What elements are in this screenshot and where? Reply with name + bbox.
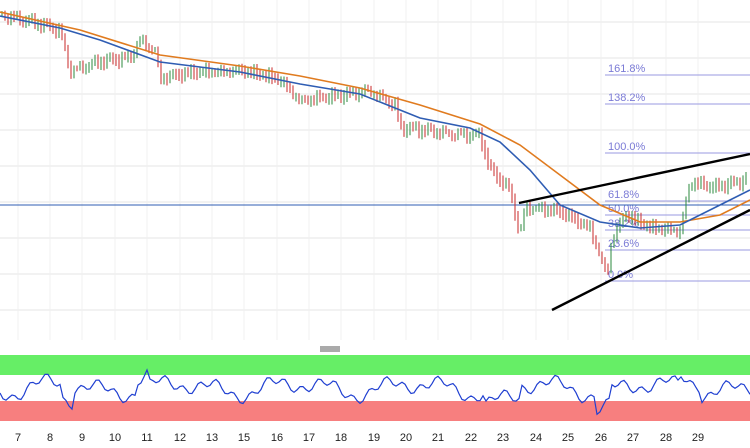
x-tick-label: 12 (174, 432, 186, 444)
x-tick-label: 18 (335, 432, 347, 444)
lower-trend-line (551, 208, 750, 312)
x-tick-label: 10 (109, 432, 121, 444)
fib-level-label: 161.8% (608, 63, 646, 75)
x-axis: 7 8 9 10 11 12 13 15 16 17 18 19 20 21 22 23 24 25 26 27 28 2… (15, 432, 704, 444)
x-tick-label: 7 (15, 432, 21, 444)
fib-level-label: 61.8% (608, 189, 639, 201)
price-panel: 161.8%138.2%100.0%61.8%50.0%38.2%23.6%0.… (0, 0, 750, 340)
x-tick-label: 23 (497, 432, 509, 444)
rsi-oversold-zone (0, 401, 750, 421)
slow-moving-average (0, 11, 750, 223)
x-tick-label: 25 (562, 432, 574, 444)
x-tick-label: 29 (692, 432, 704, 444)
rsi-overbought-zone (0, 355, 750, 375)
x-tick-label: 15 (238, 432, 250, 444)
upper-trend-line (518, 152, 750, 205)
fib-level-label: 23.6% (608, 238, 639, 250)
fib-level-label: 138.2% (608, 92, 646, 104)
x-tick-label: 11 (141, 432, 152, 444)
rsi-middle-zone (0, 375, 750, 401)
x-tick-label: 24 (530, 432, 542, 444)
x-tick-label: 13 (206, 432, 218, 444)
panel-splitter[interactable] (0, 344, 750, 354)
x-tick-label: 20 (400, 432, 412, 444)
fibonacci-retracement: 161.8%138.2%100.0%61.8%50.0%38.2%23.6%0.… (605, 63, 750, 282)
x-tick-label: 8 (47, 432, 53, 444)
price-grid (0, 0, 750, 340)
x-tick-label: 28 (660, 432, 672, 444)
rsi-panel (0, 355, 750, 421)
x-tick-label: 21 (432, 432, 444, 444)
rsi-line (0, 368, 750, 416)
fast-moving-average (0, 15, 750, 229)
x-tick-label: 22 (465, 432, 477, 444)
x-tick-label: 9 (79, 432, 85, 444)
x-tick-label: 19 (368, 432, 380, 444)
x-tick-label: 26 (595, 432, 607, 444)
x-tick-label: 17 (303, 432, 315, 444)
fib-level-label: 100.0% (608, 141, 646, 153)
x-tick-label: 27 (627, 432, 639, 444)
x-tick-label: 16 (271, 432, 283, 444)
